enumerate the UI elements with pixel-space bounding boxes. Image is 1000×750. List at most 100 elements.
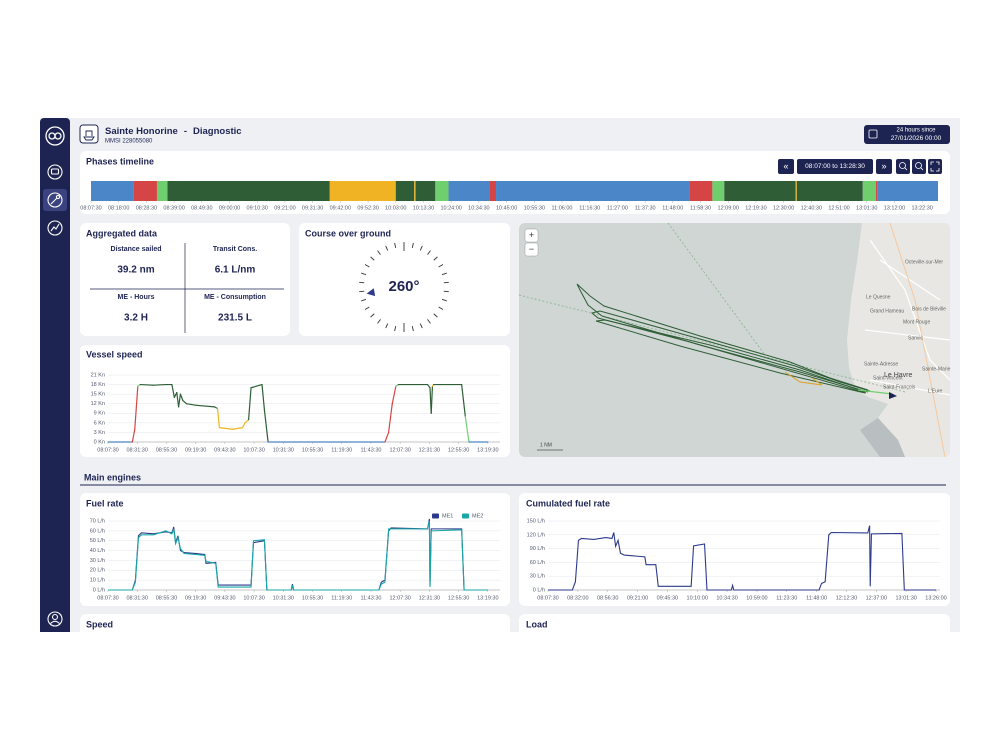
- cell-value: 231.5 L: [218, 313, 252, 324]
- phase-segment: [167, 181, 330, 201]
- x-tick-label: 11:43:30: [360, 447, 381, 453]
- y-tick-label: 40 L/h: [90, 548, 105, 554]
- x-tick-label: 10:55:30: [302, 595, 323, 601]
- y-tick-label: 30 L/h: [90, 558, 105, 564]
- y-tick-label: 15 Kn: [91, 392, 105, 398]
- speed-title: Speed: [86, 619, 113, 629]
- track-slow: [784, 371, 823, 386]
- y-tick-label: 6 Kn: [94, 420, 105, 426]
- y-tick-label: 120 L/h: [527, 532, 545, 538]
- load-title: Load: [526, 619, 548, 629]
- x-tick-label: 08:28:30: [136, 205, 157, 211]
- zoom-in-button[interactable]: [896, 159, 910, 174]
- y-tick-label: 150 L/h: [527, 518, 545, 524]
- sidebar: [40, 118, 70, 632]
- x-tick-label: 12:30:00: [773, 205, 794, 211]
- compass-tick: [361, 298, 367, 302]
- zoom-out-button[interactable]: [912, 159, 926, 174]
- speed-line: [241, 422, 246, 429]
- period-line2: 27/01/2026 00:00: [891, 135, 942, 142]
- prev-button[interactable]: «: [778, 159, 794, 174]
- nav-profile[interactable]: [47, 611, 63, 627]
- y-tick-label: 60 L/h: [90, 528, 105, 534]
- land: [847, 223, 950, 457]
- chart-title: Fuel rate: [86, 498, 124, 508]
- range-bg: [797, 159, 873, 174]
- x-tick-label: 10:45:00: [496, 205, 517, 211]
- x-tick-label: 08:07:30: [97, 447, 118, 453]
- chart-title: Vessel speed: [86, 349, 143, 359]
- sidebar-logo[interactable]: [45, 126, 65, 146]
- x-tick-label: 13:01:30: [895, 595, 916, 601]
- map-zoom-out[interactable]: −: [524, 242, 539, 257]
- nav-vessel[interactable]: [47, 164, 63, 180]
- x-tick-label: 11:48:00: [806, 595, 827, 601]
- phase-segment: [435, 181, 449, 201]
- x-tick-label: 10:07:30: [243, 595, 264, 601]
- y-tick-label: 30 L/h: [530, 574, 545, 580]
- range-label: 08:07:00 to 13:28:30: [805, 163, 865, 170]
- x-tick-label: 13:19:30: [477, 447, 498, 453]
- x-tick-label: 11:06:00: [551, 205, 572, 211]
- speed-line: [464, 415, 470, 443]
- y-tick-label: 10 L/h: [90, 578, 105, 584]
- speed-line: [134, 385, 139, 430]
- compass-tick: [433, 313, 438, 318]
- series-line: [108, 520, 488, 591]
- speed-line: [232, 427, 244, 430]
- phase-segment: [91, 181, 134, 201]
- speed-line: [182, 399, 188, 405]
- scale-label: 1 NM: [540, 442, 552, 448]
- x-tick-label: 10:13:30: [413, 205, 434, 211]
- x-tick-label: 09:43:30: [214, 595, 235, 601]
- x-tick-label: 11:19:30: [331, 447, 352, 453]
- compass-tick: [364, 264, 370, 268]
- fullscreen-button[interactable]: [928, 159, 942, 174]
- y-tick-label: 18 Kn: [91, 382, 105, 388]
- x-tick-label: 11:19:30: [331, 595, 352, 601]
- place-label: Mont Rouge: [903, 319, 930, 325]
- y-tick-label: 50 L/h: [90, 538, 105, 544]
- x-tick-label: 13:22:30: [911, 205, 932, 211]
- x-tick-label: 12:51:00: [828, 205, 849, 211]
- x-tick-label: 10:24:00: [440, 205, 461, 211]
- range-display[interactable]: 08:07:00 to 13:28:30: [797, 159, 873, 174]
- y-tick-label: 70 L/h: [90, 518, 105, 524]
- period-button[interactable]: 24 hours since 27/01/2026 00:00: [864, 125, 950, 144]
- x-tick-label: 08:31:30: [127, 447, 148, 453]
- map-zoom-in[interactable]: +: [524, 228, 539, 243]
- x-tick-label: 08:18:00: [108, 205, 129, 211]
- place-label: Octeville-sur-Mer: [905, 259, 943, 265]
- x-tick-label: 10:07:30: [243, 447, 264, 453]
- x-tick-label: 09:43:30: [214, 447, 235, 453]
- place-label: Saint-François: [883, 384, 916, 390]
- x-tick-label: 10:59:00: [746, 595, 767, 601]
- nav-diagnostic[interactable]: [47, 192, 63, 208]
- compass-tick: [438, 306, 444, 310]
- x-tick-label: 09:21:00: [627, 595, 648, 601]
- section-title: Main engines: [84, 472, 141, 482]
- page-heading: Sainte Honorine - Diagnostic: [105, 126, 242, 137]
- x-tick-label: 10:34:30: [468, 205, 489, 211]
- compass-tick: [441, 298, 447, 302]
- phase-segment: [329, 181, 396, 201]
- speed-line: [261, 383, 266, 411]
- app: Sainte Honorine - Diagnostic MMSI 22805508…: [40, 118, 960, 632]
- panel-fuel-rate: [80, 493, 510, 606]
- y-tick-label: 9 Kn: [94, 411, 105, 417]
- phase-segment: [414, 181, 416, 201]
- next-button[interactable]: »: [876, 159, 892, 174]
- x-tick-label: 10:10:00: [687, 595, 708, 601]
- period-button-bg: [864, 125, 950, 144]
- x-tick-label: 13:01:30: [856, 205, 877, 211]
- compass-tick: [411, 242, 414, 248]
- compass-tick: [370, 256, 375, 261]
- x-tick-label: 12:37:00: [866, 595, 887, 601]
- x-tick-label: 08:31:30: [127, 595, 148, 601]
- cell-value: 6.1 L/nm: [215, 265, 256, 276]
- x-tick-label: 09:52:30: [357, 205, 378, 211]
- compass-tick: [427, 319, 431, 324]
- x-tick-label: 08:07:30: [80, 205, 101, 211]
- compass-tick: [394, 242, 397, 248]
- nav-analytics[interactable]: [47, 220, 63, 236]
